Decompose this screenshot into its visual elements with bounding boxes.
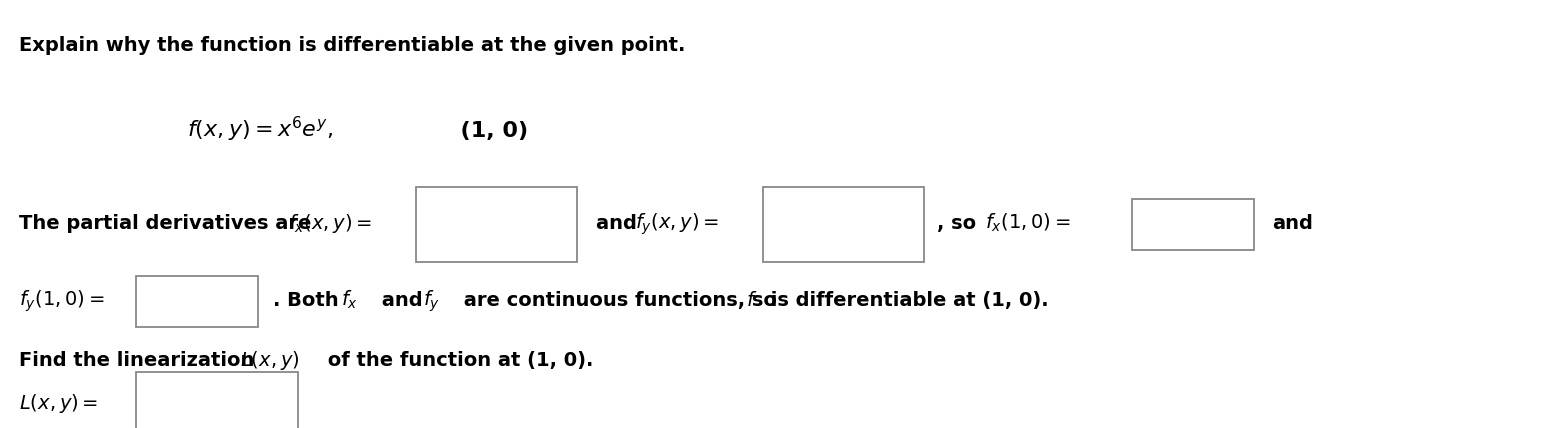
Text: $f_x(1, 0) =$: $f_x(1, 0) =$: [986, 212, 1070, 234]
Text: and: and: [597, 214, 644, 233]
Text: $f(x, y) = x^6e^y,$: $f(x, y) = x^6e^y,$: [187, 115, 334, 144]
Text: $f$: $f$: [745, 291, 758, 310]
Text: $f_y(x, y) =$: $f_y(x, y) =$: [634, 212, 719, 237]
Text: of the function at (1, 0).: of the function at (1, 0).: [320, 351, 594, 370]
Text: $f_y(1, 0) =$: $f_y(1, 0) =$: [19, 289, 105, 314]
FancyBboxPatch shape: [1132, 199, 1254, 250]
Text: $f_x(x, y) =$: $f_x(x, y) =$: [287, 212, 372, 235]
Text: is differentiable at (1, 0).: is differentiable at (1, 0).: [764, 291, 1050, 310]
Text: The partial derivatives are: The partial derivatives are: [19, 214, 319, 233]
Text: Find the linearization: Find the linearization: [19, 351, 261, 370]
Text: (1, 0): (1, 0): [445, 121, 528, 141]
Text: $f_x$: $f_x$: [341, 289, 358, 311]
FancyBboxPatch shape: [762, 187, 925, 262]
Text: $L(x, y) =$: $L(x, y) =$: [19, 392, 98, 415]
Text: $f_y$: $f_y$: [423, 289, 440, 314]
Text: , so: , so: [937, 214, 982, 233]
Text: . Both: . Both: [273, 291, 345, 310]
Text: are continuous functions, so: are continuous functions, so: [458, 291, 784, 310]
FancyBboxPatch shape: [415, 187, 578, 262]
FancyBboxPatch shape: [136, 276, 258, 327]
Text: Explain why the function is differentiable at the given point.: Explain why the function is differentiab…: [19, 36, 686, 55]
Text: and: and: [1273, 214, 1314, 233]
FancyBboxPatch shape: [136, 372, 297, 428]
Text: $L(x, y)$: $L(x, y)$: [239, 349, 300, 372]
Text: and: and: [375, 291, 430, 310]
